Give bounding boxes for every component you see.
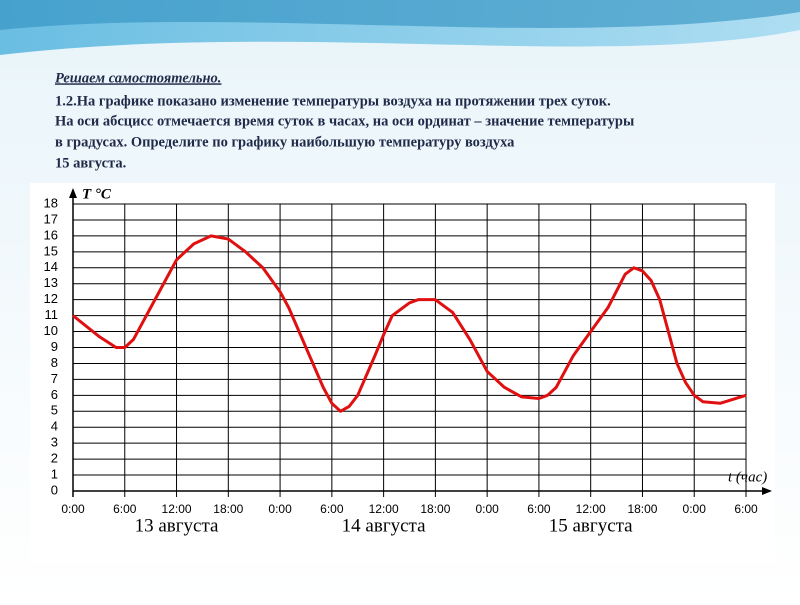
x-tick-label: 0:00 [61, 502, 85, 516]
task-line: в градусах. Определите по графику наибол… [55, 134, 515, 150]
x-tick-label: 12:00 [576, 502, 606, 516]
y-tick-label: 4 [51, 419, 58, 434]
x-tick-label: 0:00 [683, 502, 707, 516]
x-tick-label: 6:00 [527, 502, 551, 516]
y-tick-label: 13 [44, 275, 58, 290]
x-tick-label: 12:00 [162, 502, 192, 516]
slide-title: Решаем самостоятельно. [55, 70, 221, 86]
y-tick-label: 17 [44, 211, 58, 226]
y-tick-label: 11 [45, 307, 59, 322]
day-label: 15 августа [549, 515, 633, 536]
x-axis-label: t (час) [728, 469, 767, 485]
day-label: 13 августа [135, 515, 219, 536]
x-tick-label: 18:00 [420, 502, 450, 516]
y-tick-label: 9 [51, 339, 58, 354]
y-tick-label: 1 [51, 466, 58, 481]
x-tick-label: 18:00 [213, 502, 243, 516]
task-line: На оси абсцисс отмечается время суток в … [55, 113, 634, 129]
task-line: 15 августа. [55, 155, 126, 171]
y-tick-label: 5 [51, 403, 58, 418]
x-tick-label: 6:00 [734, 502, 758, 516]
day-label: 14 августа [342, 515, 426, 536]
x-tick-label: 6:00 [113, 502, 137, 516]
y-tick-label: 6 [51, 387, 58, 402]
y-tick-label: 3 [51, 435, 58, 450]
y-tick-label: 18 [44, 195, 58, 210]
y-tick-label: 15 [44, 243, 58, 258]
x-tick-label: 12:00 [369, 502, 399, 516]
x-tick-label: 6:00 [320, 502, 344, 516]
y-tick-label: 8 [51, 355, 58, 370]
y-axis-label: T °C [82, 186, 112, 202]
y-tick-label: 2 [51, 451, 58, 466]
temperature-line [72, 234, 747, 413]
y-tick-label: 0 [51, 482, 58, 497]
wave [0, 0, 800, 30]
y-tick-label: 12 [44, 291, 58, 306]
chart-area [30, 183, 775, 563]
x-tick-label: 18:00 [627, 502, 657, 516]
x-axis-arrow [762, 487, 772, 495]
y-tick-label: 14 [44, 259, 58, 274]
x-tick-label: 0:00 [475, 502, 499, 516]
task-line: 1.2.На графике показано изменение темпер… [55, 93, 611, 109]
y-tick-label: 10 [44, 323, 58, 338]
y-axis-arrow [69, 188, 77, 198]
y-tick-label: 7 [51, 371, 58, 386]
x-tick-label: 0:00 [268, 502, 292, 516]
y-tick-label: 16 [44, 227, 58, 242]
